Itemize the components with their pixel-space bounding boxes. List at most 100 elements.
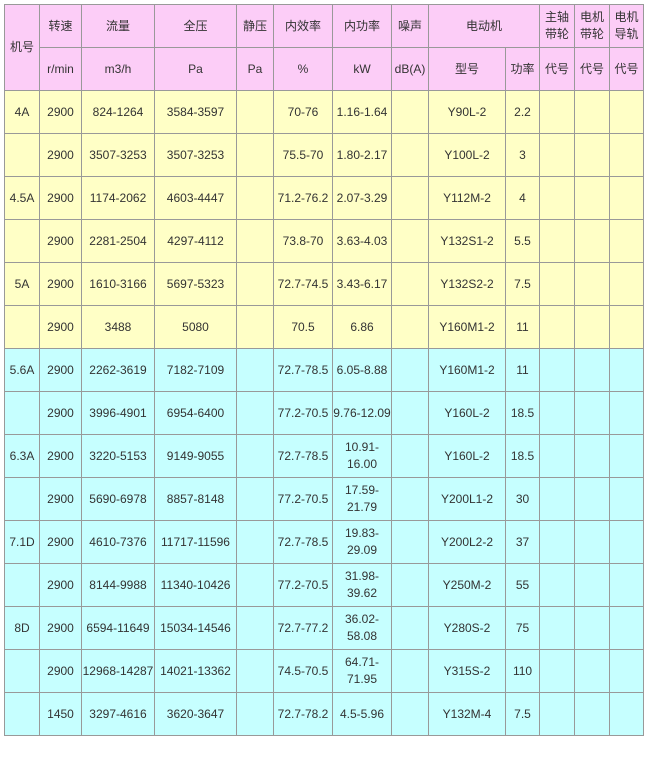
- table-cell: 2900: [40, 478, 82, 521]
- table-cell: [540, 564, 575, 607]
- table-cell: 1.16-1.64: [333, 91, 392, 134]
- table-cell: [540, 349, 575, 392]
- table-cell: [237, 134, 274, 177]
- table-cell: 2900: [40, 392, 82, 435]
- table-row: 5A29001610-31665697-532372.7-74.53.43-6.…: [5, 263, 644, 306]
- table-cell: [237, 306, 274, 349]
- table-cell: 110: [506, 650, 540, 693]
- table-row: 7.1D29004610-737611717-1159672.7-78.519.…: [5, 521, 644, 564]
- col-power: 内功率: [333, 5, 392, 48]
- table-cell: 7.5: [506, 263, 540, 306]
- table-row: 4A2900824-12643584-359770-761.16-1.64Y90…: [5, 91, 644, 134]
- table-cell: 6.86: [333, 306, 392, 349]
- table-cell: 7182-7109: [155, 349, 237, 392]
- table-cell: [540, 220, 575, 263]
- table-cell: Y160M1-2: [429, 349, 506, 392]
- table-cell: [610, 349, 644, 392]
- table-cell: Y250M-2: [429, 564, 506, 607]
- table-cell: Y132M-4: [429, 693, 506, 736]
- table-cell: 2900: [40, 91, 82, 134]
- table-cell: 77.2-70.5: [274, 392, 333, 435]
- table-cell: 72.7-77.2: [274, 607, 333, 650]
- table-cell: 10.91-16.00: [333, 435, 392, 478]
- unit-total-pressure: Pa: [155, 48, 237, 91]
- table-cell: [237, 564, 274, 607]
- table-cell: [392, 306, 429, 349]
- table-cell: [610, 478, 644, 521]
- table-cell: [237, 263, 274, 306]
- table-cell: [392, 220, 429, 263]
- table-cell: 30: [506, 478, 540, 521]
- table-cell: 64.71-71.95: [333, 650, 392, 693]
- table-cell: 1174-2062: [82, 177, 155, 220]
- table-cell: [540, 306, 575, 349]
- table-cell: [237, 177, 274, 220]
- table-cell: 2900: [40, 177, 82, 220]
- col-motor-pulley: 电机带轮: [575, 5, 610, 48]
- table-cell: [610, 306, 644, 349]
- table-cell: [5, 693, 40, 736]
- table-cell: 5A: [5, 263, 40, 306]
- col-main-pulley: 主轴带轮: [540, 5, 575, 48]
- table-cell: 72.7-74.5: [274, 263, 333, 306]
- table-cell: 2900: [40, 134, 82, 177]
- table-cell: 8144-9988: [82, 564, 155, 607]
- table-cell: 4297-4112: [155, 220, 237, 263]
- table-cell: 2900: [40, 263, 82, 306]
- table-cell: 2900: [40, 349, 82, 392]
- table-cell: 6954-6400: [155, 392, 237, 435]
- table-cell: [540, 134, 575, 177]
- table-row: 29003996-49016954-640077.2-70.59.76-12.0…: [5, 392, 644, 435]
- table-cell: [540, 177, 575, 220]
- table-cell: [575, 177, 610, 220]
- unit-efficiency: %: [274, 48, 333, 91]
- table-cell: [237, 91, 274, 134]
- table-cell: [540, 693, 575, 736]
- table-cell: 3620-3647: [155, 693, 237, 736]
- table-cell: 6594-11649: [82, 607, 155, 650]
- table-cell: [575, 650, 610, 693]
- table-cell: [610, 607, 644, 650]
- table-row: 29003488508070.56.86Y160M1-211: [5, 306, 644, 349]
- table-cell: 4603-4447: [155, 177, 237, 220]
- table-cell: Y90L-2: [429, 91, 506, 134]
- table-cell: Y160M1-2: [429, 306, 506, 349]
- table-cell: [237, 650, 274, 693]
- table-cell: [392, 693, 429, 736]
- table-cell: 3: [506, 134, 540, 177]
- table-cell: [540, 392, 575, 435]
- table-cell: 72.7-78.5: [274, 435, 333, 478]
- table-cell: 73.8-70: [274, 220, 333, 263]
- table-cell: [575, 134, 610, 177]
- table-cell: [392, 435, 429, 478]
- table-cell: 4.5-5.96: [333, 693, 392, 736]
- table-cell: 72.7-78.5: [274, 521, 333, 564]
- table-cell: 3996-4901: [82, 392, 155, 435]
- table-cell: 3584-3597: [155, 91, 237, 134]
- table-cell: 19.83-29.09: [333, 521, 392, 564]
- table-cell: 3220-5153: [82, 435, 155, 478]
- table-cell: [5, 220, 40, 263]
- table-cell: 5.6A: [5, 349, 40, 392]
- table-cell: 4610-7376: [82, 521, 155, 564]
- table-cell: 12968-14287: [82, 650, 155, 693]
- table-cell: Y160L-2: [429, 392, 506, 435]
- table-cell: [237, 478, 274, 521]
- table-row: 14503297-46163620-364772.7-78.24.5-5.96Y…: [5, 693, 644, 736]
- table-cell: [610, 91, 644, 134]
- col-machine-no: 机号: [5, 5, 40, 91]
- col-noise: 噪声: [392, 5, 429, 48]
- table-cell: 72.7-78.5: [274, 349, 333, 392]
- table-cell: [392, 564, 429, 607]
- table-cell: [392, 650, 429, 693]
- table-cell: 2900: [40, 306, 82, 349]
- table-cell: [5, 134, 40, 177]
- table-cell: [540, 521, 575, 564]
- table-cell: [237, 607, 274, 650]
- table-cell: [575, 693, 610, 736]
- table-row: 29002281-25044297-411273.8-703.63-4.03Y1…: [5, 220, 644, 263]
- table-cell: 9149-9055: [155, 435, 237, 478]
- col-motor: 电动机: [429, 5, 540, 48]
- table-cell: 2900: [40, 564, 82, 607]
- table-cell: [5, 392, 40, 435]
